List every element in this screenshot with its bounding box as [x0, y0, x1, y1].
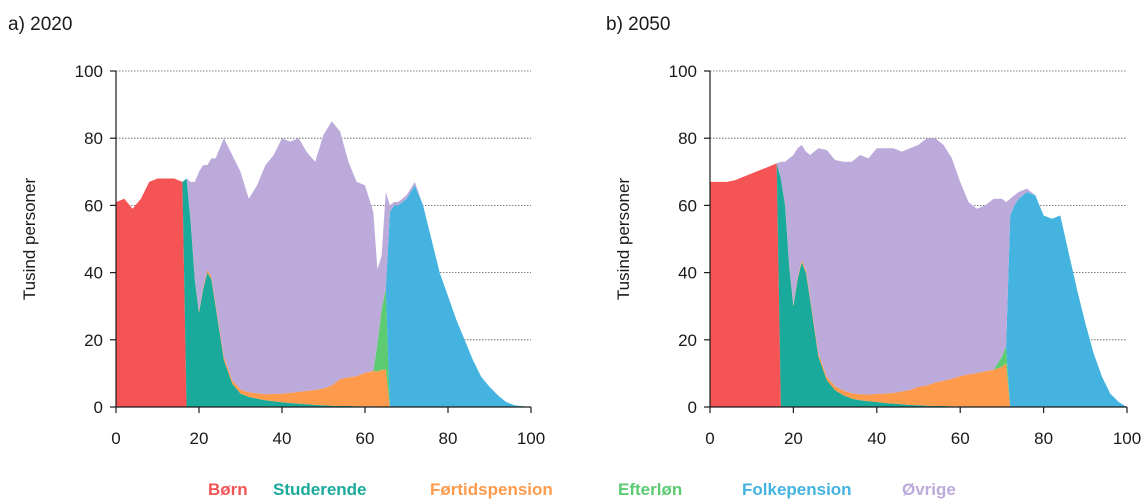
y-tick-label: 80 — [678, 129, 697, 148]
y-tick-label: 0 — [94, 398, 103, 417]
legend-item-fortidspension: Førtidspension — [430, 480, 553, 499]
panel-title-2020: a) 2020 — [8, 14, 72, 35]
chart-panel-2050: b) 2050 Tusind personer 0 20 40 60 80 100 0 20 4… — [606, 14, 1141, 448]
x-tick-label: 0 — [111, 429, 120, 448]
legend-item-folkepension: Folkepension — [742, 480, 852, 499]
series-area-studerende — [116, 178, 531, 407]
y-tick-label: 20 — [84, 331, 103, 350]
y-axis-label-2020: Tusind personer — [20, 178, 39, 301]
y-tick-label: 100 — [669, 62, 697, 81]
x-tick-label: 100 — [1113, 429, 1141, 448]
x-tick-label: 100 — [517, 429, 545, 448]
panel-title-2050: b) 2050 — [606, 14, 670, 35]
x-tick-label: 40 — [273, 429, 292, 448]
chart-legend: Børn Studerende Førtidspension Efterløn … — [208, 480, 956, 499]
y-axis-label-2050: Tusind personer — [614, 178, 633, 301]
series-area-folkepension — [710, 163, 1127, 407]
legend-item-studerende: Studerende — [273, 480, 367, 499]
y-tick-label: 40 — [678, 264, 697, 283]
series-area-born — [116, 178, 531, 407]
x-tick-label: 60 — [951, 429, 970, 448]
y-tick-label: 60 — [84, 196, 103, 215]
x-tick-label: 20 — [190, 429, 209, 448]
series-area-ovrige — [116, 121, 531, 408]
y-tick-label: 60 — [678, 196, 697, 215]
y-tick-label: 20 — [678, 331, 697, 350]
series-area-ovrige — [710, 138, 1127, 407]
legend-item-born: Børn — [208, 480, 248, 499]
x-tick-label: 60 — [356, 429, 375, 448]
y-tick-label: 80 — [84, 129, 103, 148]
x-tick-label: 80 — [1034, 429, 1053, 448]
series-area-folkepension — [116, 178, 531, 407]
chart-panel-2020: a) 2020 Tusind personer 0 20 40 60 80 100 0 20 4… — [8, 14, 545, 448]
series-area-studerende — [710, 163, 1127, 407]
legend-item-efterlon: Efterløn — [618, 480, 682, 499]
y-tick-label: 40 — [84, 264, 103, 283]
legend-item-ovrige: Øvrige — [902, 480, 956, 499]
x-tick-label: 20 — [784, 429, 803, 448]
x-tick-label: 0 — [705, 429, 714, 448]
y-tick-label: 100 — [75, 62, 103, 81]
series-area-born — [710, 163, 1127, 407]
x-tick-label: 80 — [439, 429, 458, 448]
y-tick-label: 0 — [688, 398, 697, 417]
x-tick-label: 40 — [867, 429, 886, 448]
